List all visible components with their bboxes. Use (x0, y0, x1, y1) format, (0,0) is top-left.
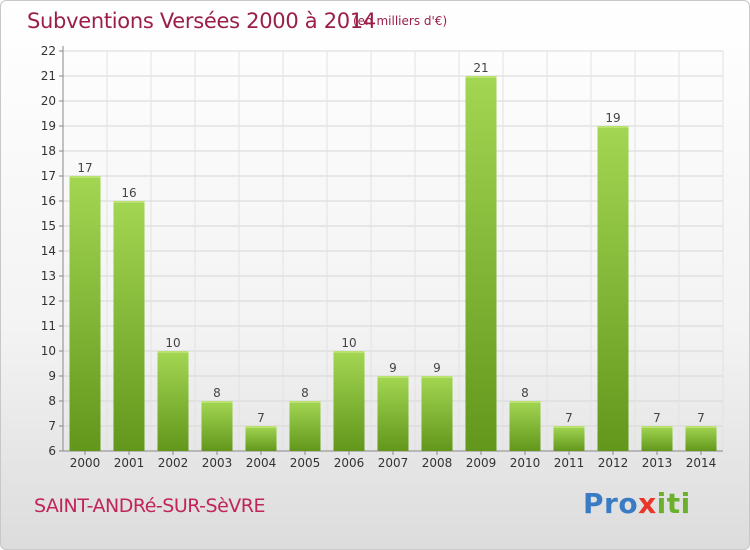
y-tick-label: 19 (41, 119, 56, 133)
x-tick-label-2011: 2011 (554, 456, 585, 470)
bar-2008 (421, 376, 453, 451)
chart-title: Subventions Versées 2000 à 2014 (27, 9, 376, 33)
y-tick-label: 6 (48, 444, 56, 458)
value-label-2013: 7 (653, 411, 661, 425)
y-tick-label: 21 (41, 69, 56, 83)
x-tick-label-2002: 2002 (158, 456, 189, 470)
bar-2006 (333, 351, 365, 451)
x-tick-label-2014: 2014 (686, 456, 717, 470)
bar-top-2002 (157, 351, 189, 353)
bar-top-2013 (641, 426, 673, 428)
x-tick-label-2004: 2004 (246, 456, 277, 470)
bar-2005 (289, 401, 321, 451)
bar-top-2011 (553, 426, 585, 428)
bar-2007 (377, 376, 409, 451)
bar-2010 (509, 401, 541, 451)
value-labels: 17 16 10 8 7 8 10 9 9 21 8 7 19 7 7 (77, 61, 704, 425)
y-tick-label: 10 (41, 344, 56, 358)
bar-2002 (157, 351, 189, 451)
bar-top-2012 (597, 126, 629, 128)
bar-top-2001 (113, 201, 145, 203)
y-tick-label: 15 (41, 219, 56, 233)
value-label-2007: 9 (389, 361, 397, 375)
bar-top-2004 (245, 426, 277, 428)
bar-2004 (245, 426, 277, 451)
y-tick-label: 17 (41, 169, 56, 183)
bar-2011 (553, 426, 585, 451)
y-tick-label: 18 (41, 144, 56, 158)
bar-top-2005 (289, 401, 321, 403)
logo-part-pro: Pro (583, 487, 639, 520)
bar-top-2014 (685, 426, 717, 428)
x-tick-label-2003: 2003 (202, 456, 233, 470)
value-label-2003: 8 (213, 386, 221, 400)
tick-labels: 6 7 8 9 10 11 12 13 14 15 16 17 18 19 20 21 22 2000 2001 20… (41, 44, 717, 470)
x-tick-label-2013: 2013 (642, 456, 673, 470)
y-tick-label: 9 (48, 369, 56, 383)
value-label-2006: 10 (341, 336, 356, 350)
y-tick-label: 13 (41, 269, 56, 283)
proxiti-logo: Proxiti (583, 487, 691, 520)
bar-2000 (69, 176, 101, 451)
value-label-2010: 8 (521, 386, 529, 400)
x-tick-label-2012: 2012 (598, 456, 629, 470)
x-tick-label-2007: 2007 (378, 456, 409, 470)
y-tick-label: 22 (41, 44, 56, 58)
bars (69, 76, 717, 451)
bar-2003 (201, 401, 233, 451)
bar-2001 (113, 201, 145, 451)
bar-2013 (641, 426, 673, 451)
bar-2009 (465, 76, 497, 451)
city-name: SAINT-ANDRé-SUR-SèVRE (34, 495, 265, 517)
value-label-2001: 16 (121, 186, 136, 200)
x-tick-label-2006: 2006 (334, 456, 365, 470)
bar-top-2009 (465, 76, 497, 78)
y-tick-label: 20 (41, 94, 56, 108)
bar-2012 (597, 126, 629, 451)
x-tick-label-2001: 2001 (114, 456, 145, 470)
value-label-2011: 7 (565, 411, 573, 425)
value-label-2004: 7 (257, 411, 265, 425)
y-tick-label: 8 (48, 394, 56, 408)
value-label-2002: 10 (165, 336, 180, 350)
value-label-2000: 17 (77, 161, 92, 175)
chart-unit: (en milliers d'€) (353, 14, 448, 28)
value-label-2005: 8 (301, 386, 309, 400)
bar-top-2000 (69, 176, 101, 178)
y-tick-label: 12 (41, 294, 56, 308)
x-tick-label-2010: 2010 (510, 456, 541, 470)
x-tick-label-2000: 2000 (70, 456, 101, 470)
x-tick-label-2005: 2005 (290, 456, 321, 470)
y-tick-label: 16 (41, 194, 56, 208)
x-tick-label-2008: 2008 (422, 456, 453, 470)
x-tick-label-2009: 2009 (466, 456, 497, 470)
bar-top-2006 (333, 351, 365, 353)
value-label-2014: 7 (697, 411, 705, 425)
y-tick-label: 11 (41, 319, 56, 333)
bar-2014 (685, 426, 717, 451)
value-label-2012: 19 (605, 111, 620, 125)
bar-top-2010 (509, 401, 541, 403)
bar-top-2008 (421, 376, 453, 378)
value-label-2009: 21 (473, 61, 488, 75)
y-tick-label: 14 (41, 244, 56, 258)
y-tick-label: 7 (48, 419, 56, 433)
logo-part-iti: iti (656, 487, 691, 520)
logo-part-x: x (638, 487, 657, 520)
bar-top-2003 (201, 401, 233, 403)
bar-top-2007 (377, 376, 409, 378)
value-label-2008: 9 (433, 361, 441, 375)
